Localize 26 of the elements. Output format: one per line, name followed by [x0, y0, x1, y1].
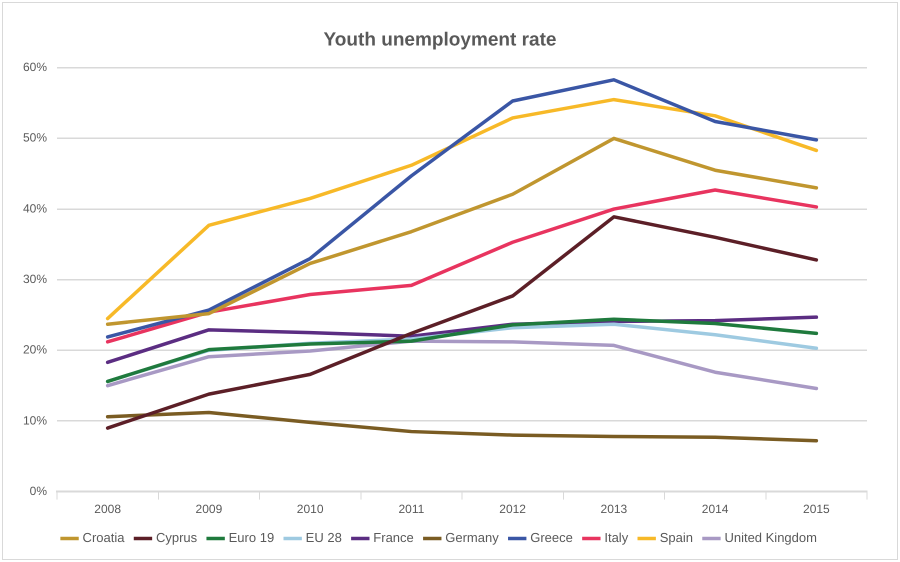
y-tick-label: 50%: [22, 130, 48, 145]
legend-label: Spain: [660, 530, 693, 546]
y-tick-label: 0%: [30, 484, 48, 498]
x-tick-label: 2013: [600, 502, 628, 516]
legend-label: Croatia: [82, 530, 126, 546]
legend-label: Germany: [445, 530, 500, 546]
y-tick-label: 10%: [22, 413, 48, 428]
x-tick-label: 2015: [803, 502, 830, 516]
legend-label: Italy: [604, 530, 629, 546]
chart-title: Youth unemployment rate: [324, 30, 556, 51]
legend-label: France: [373, 530, 414, 546]
x-tick-label: 2011: [398, 502, 425, 516]
legend-label: Euro 19: [228, 530, 274, 546]
x-tick-label: 2012: [499, 502, 526, 516]
y-tick-label: 30%: [22, 272, 48, 286]
y-tick-label: 20%: [22, 342, 48, 357]
legend-label: Greece: [530, 530, 573, 546]
legend-label: United Kingdom: [724, 530, 817, 546]
legend-label: EU 28: [306, 530, 342, 546]
y-tick-label: 40%: [22, 201, 48, 216]
legend-label: Cyprus: [156, 530, 198, 546]
y-tick-label: 60%: [22, 60, 48, 74]
x-tick-label: 2009: [196, 502, 223, 516]
x-tick-label: 2014: [702, 502, 729, 516]
x-tick-label: 2008: [94, 502, 122, 516]
x-tick-label: 2010: [296, 502, 324, 516]
